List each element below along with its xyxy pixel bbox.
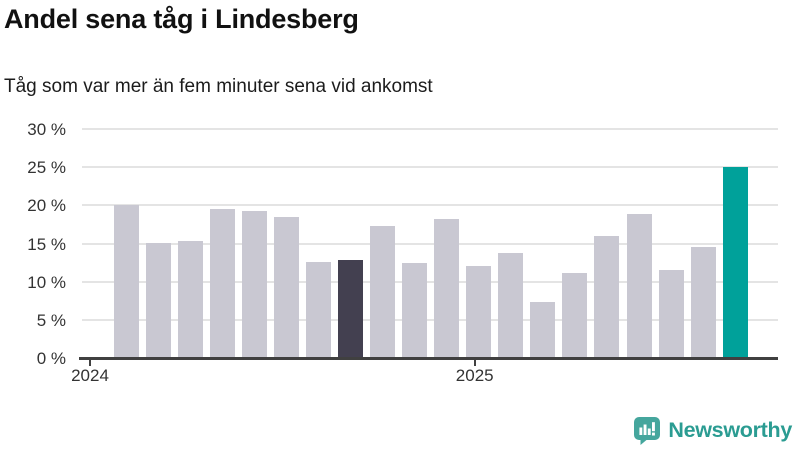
bar (113, 205, 139, 358)
x-axis-tick (473, 360, 476, 366)
bar (273, 216, 299, 358)
chart-subtitle: Tåg som var mer än fem minuter sena vid … (4, 76, 433, 97)
bar (145, 242, 171, 358)
bar (530, 301, 556, 358)
bar (498, 252, 524, 358)
bar (337, 259, 363, 358)
bar (658, 270, 684, 358)
x-axis-label: 2025 (455, 366, 494, 385)
bar (466, 266, 492, 358)
y-axis-label: 5 % (36, 310, 66, 330)
gridline (82, 242, 778, 245)
bar (241, 210, 267, 358)
bar (690, 247, 716, 358)
y-axis-label: 15 % (27, 234, 66, 254)
x-axis-line (79, 357, 778, 360)
bar (594, 235, 620, 358)
bar (434, 219, 460, 358)
bar (402, 262, 427, 358)
newsworthy-logo-text: Newsworthy (668, 418, 792, 442)
bar (722, 167, 748, 358)
newsworthy-logo: Newsworthy (633, 416, 792, 445)
gridline (82, 204, 778, 207)
bar (562, 272, 588, 358)
gridline (82, 128, 778, 130)
y-axis-label: 0 % (36, 349, 66, 368)
bar (209, 209, 235, 358)
bar (177, 240, 203, 358)
x-axis-label: 2024 (71, 366, 109, 385)
x-axis-tick (89, 360, 91, 366)
y-axis-label: 30 % (27, 120, 66, 139)
y-axis-label: 10 % (27, 272, 66, 292)
gridline (82, 280, 778, 283)
bar (626, 213, 652, 358)
y-axis-label: 25 % (27, 158, 66, 178)
gridline (82, 166, 778, 169)
bar (305, 261, 331, 358)
chart-title: Andel sena tåg i Lindesberg (4, 4, 359, 34)
gridline (82, 318, 778, 321)
bar (370, 225, 395, 358)
newsworthy-logo-icon (634, 417, 661, 445)
y-axis-label: 20 % (27, 196, 66, 216)
